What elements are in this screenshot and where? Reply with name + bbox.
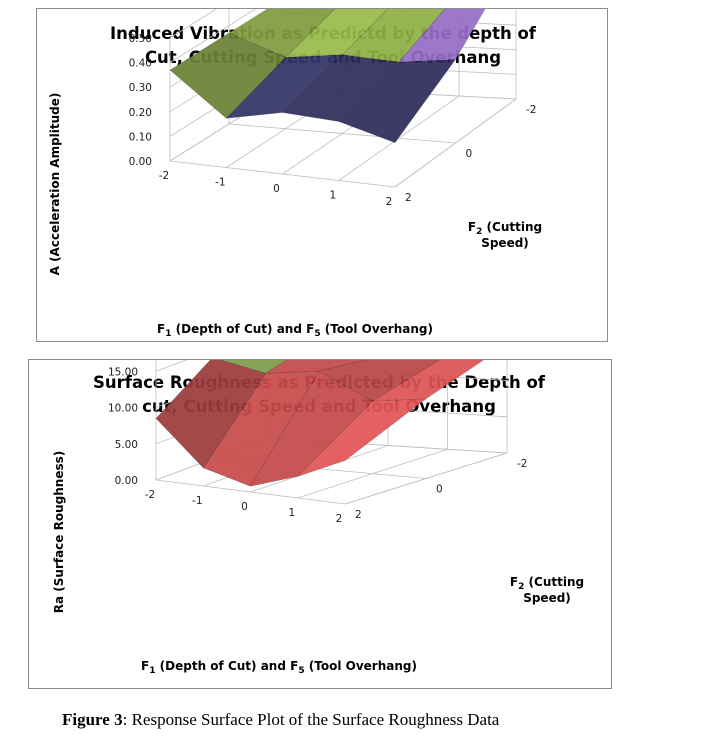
z-tick-label: 0.50 [129, 33, 152, 45]
x-ticks: -2 -1 0 1 2 [145, 489, 343, 525]
y-ticks: -2 0 2 [405, 104, 536, 204]
x-tick-label: 2 [336, 513, 343, 525]
vibration-chart-svg: Induced Vibration as Predictd by the dep… [48, 9, 542, 339]
x-axis-label: F1 (Depth of Cut) and F5 (Tool Overhang) [141, 659, 417, 676]
z-tick-label: 0.00 [115, 475, 138, 487]
y-tick-label: -2 [517, 458, 527, 470]
y-axis-label: F2 (Cutting Speed) [468, 220, 542, 250]
x-tick-label: -1 [215, 177, 225, 189]
surface-patch [398, 9, 486, 63]
z-tick-label: 0.10 [129, 131, 152, 143]
x-tick-label: 0 [241, 501, 248, 513]
roughness-chart-svg: Surface Roughness as Predicted by the De… [52, 360, 584, 676]
grid-line [394, 98, 517, 188]
x-tick-label: 1 [288, 507, 295, 519]
x-tick-label: 1 [329, 190, 336, 202]
y-tick-label: 0 [436, 484, 443, 496]
y-tick-label: 2 [405, 192, 412, 204]
y-tick-label: 0 [466, 148, 473, 160]
x-axis-label: F1 (Depth of Cut) and F5 (Tool Overhang) [157, 322, 433, 339]
z-tick-label: 0.20 [129, 107, 152, 119]
grid-line [169, 160, 396, 188]
x-tick-label: -2 [145, 489, 155, 501]
z-axis-label: Ra (Surface Roughness) [52, 451, 66, 613]
y-tick-label: -2 [526, 104, 536, 116]
x-tick-label: -2 [159, 170, 169, 182]
grid-line [169, 9, 217, 39]
surface-layer [169, 9, 486, 144]
z-tick-label: 15.00 [108, 366, 138, 378]
vibration-chart: Induced Vibration as Predictd by the dep… [36, 8, 608, 342]
grid-line [155, 479, 346, 505]
z-tick-label: 10.00 [108, 403, 138, 415]
figure-caption: Figure 3: Response Surface Plot of the S… [62, 710, 702, 730]
grid-line [228, 123, 456, 144]
z-tick-label: 5.00 [115, 439, 138, 451]
y-axis-label: F2 (Cutting Speed) [510, 575, 584, 605]
surface-patch [371, 360, 485, 402]
grid-line [169, 9, 257, 63]
grid-line [344, 452, 508, 505]
x-tick-label: 0 [273, 183, 280, 195]
z-tick-label: 0.40 [129, 58, 152, 70]
x-ticks: -2 -1 0 1 2 [159, 170, 393, 208]
x-tick-label: -1 [192, 495, 202, 507]
z-tick-label: 0.00 [129, 156, 152, 168]
figure-caption-text: : Response Surface Plot of the Surface R… [122, 710, 500, 729]
surface-layer [155, 360, 485, 487]
x-tick-label: 2 [386, 196, 393, 208]
y-ticks: -2 0 2 [355, 458, 527, 521]
y-tick-label: 2 [355, 509, 362, 521]
surface-patch [297, 398, 427, 477]
figure-caption-label: Figure 3 [62, 710, 123, 729]
roughness-chart: Surface Roughness as Predicted by the De… [28, 359, 612, 689]
z-axis-label: A (Acceleration Amplitude) [48, 93, 62, 276]
z-tick-label: 0.30 [129, 82, 152, 94]
z-ticks: 0.00 0.10 0.20 0.30 0.40 0.50 [129, 33, 152, 168]
